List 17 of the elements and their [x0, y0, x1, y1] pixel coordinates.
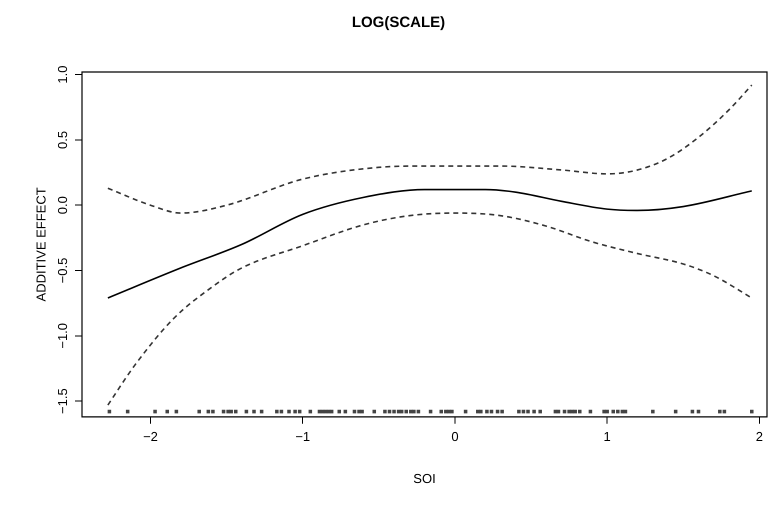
chart-title: LOG(SCALE): [352, 14, 446, 32]
y-axis-title: ADDITIVE EFFECT: [33, 187, 48, 302]
x-axis-title: SOI: [413, 470, 436, 486]
y-tick-label: 0.5: [55, 130, 70, 149]
y-tick-label: 1.0: [55, 66, 70, 84]
line-series: [107, 212, 753, 406]
x-tick-label: 2: [756, 429, 764, 444]
y-tick-label: −1.0: [55, 322, 70, 349]
x-tick-label: −2: [143, 429, 158, 444]
line-series: [107, 84, 753, 214]
line-series: [107, 188, 753, 299]
y-tick-label: −0.5: [55, 258, 70, 284]
y-tick-label: −1.5: [55, 388, 70, 414]
x-tick-label: 1: [604, 429, 611, 444]
x-tick-label: 0: [451, 429, 459, 444]
y-tick-label: 0.0: [55, 196, 70, 214]
x-tick-label: −1: [295, 429, 310, 444]
